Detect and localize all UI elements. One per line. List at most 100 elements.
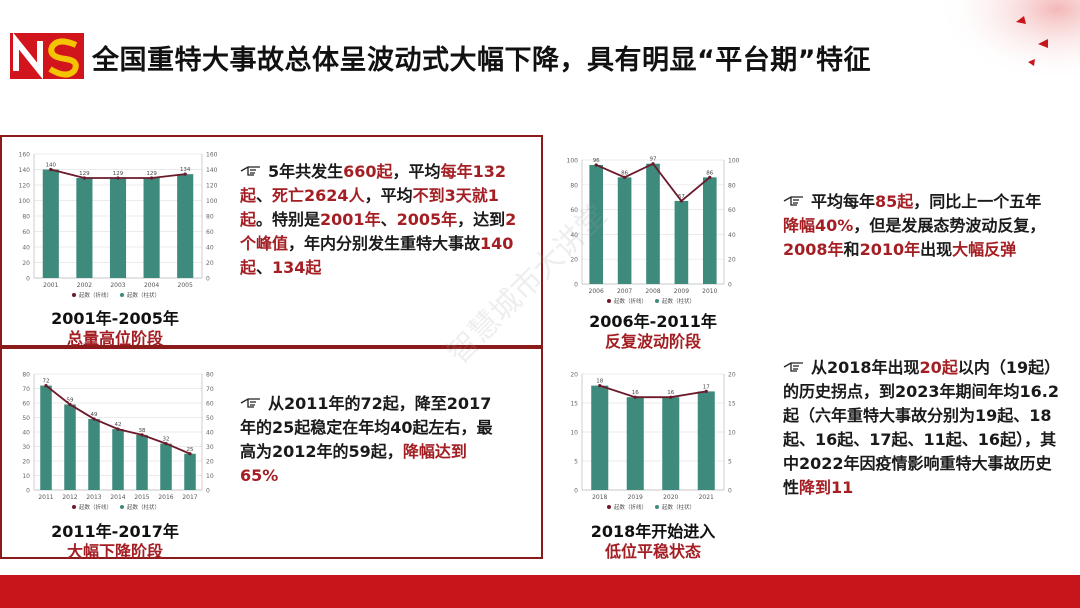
legend-marker-bar xyxy=(655,299,659,303)
bar xyxy=(697,391,715,490)
caption-period-1: 2001年-2005年 xyxy=(51,309,179,328)
x-tick-label: 2013 xyxy=(86,494,101,501)
y2-tick-label: 40 xyxy=(206,430,214,437)
data-label: 32 xyxy=(163,437,170,443)
body-text: 从2018年出现 xyxy=(811,358,920,377)
highlight-text: 降幅达到65% xyxy=(240,442,467,485)
bar xyxy=(626,397,644,490)
body-text: 、 xyxy=(256,186,273,205)
legend-marker-bar xyxy=(120,293,124,297)
legend-label: 起数（折线） xyxy=(614,503,647,511)
body-text: 以内（19起）的历史拐点，到2023年期间年均16.2起（六年重特大事故分别为1… xyxy=(783,358,1061,497)
line-point xyxy=(669,395,673,399)
decorative-corner xyxy=(930,0,1080,90)
data-label: 16 xyxy=(667,390,674,396)
bar xyxy=(662,397,680,490)
bar xyxy=(109,178,127,278)
highlight-text: 降到11 xyxy=(799,478,854,497)
bar xyxy=(589,164,604,284)
bar xyxy=(674,200,689,284)
body-text: ，年内分别发生重特大事故 xyxy=(288,234,481,253)
caption-period-3: 2011年-2017年 xyxy=(51,522,179,541)
caption-period-2: 2006年-2011年 xyxy=(589,312,717,331)
bar xyxy=(40,385,52,490)
y2-tick-label: 0 xyxy=(206,488,210,495)
bar xyxy=(143,178,160,278)
bar xyxy=(702,177,717,284)
y-tick-label: 160 xyxy=(19,152,31,159)
paragraph-2001-2005: 5年共发生660起，平均每年132起、死亡2624人，平均不到3天就1起。特别是… xyxy=(240,160,530,280)
caption-stage-4: 低位平稳状态 xyxy=(604,542,701,561)
data-label: 86 xyxy=(621,170,628,176)
line-point xyxy=(68,402,72,407)
chart-2011-2017: 0 10 20 30 40 50 60 70 80 0 10 20 30 40 50 60 70 80 2011 72… xyxy=(12,364,224,516)
line-point xyxy=(82,176,86,180)
line-point xyxy=(116,176,120,180)
data-label: 129 xyxy=(113,171,124,177)
bar xyxy=(177,174,194,278)
y-tick-label: 20 xyxy=(22,260,30,267)
y-tick-label: 0 xyxy=(26,488,30,495)
highlight-text: 降幅40% xyxy=(783,216,854,235)
x-tick-label: 2019 xyxy=(628,494,643,501)
x-tick-label: 2012 xyxy=(62,494,77,501)
body-text: ，同比上一个五年 xyxy=(913,192,1042,211)
body-text: ，达到 xyxy=(457,210,506,229)
y-tick-label: 120 xyxy=(19,183,31,190)
legend-label: 起数（折线） xyxy=(614,297,647,305)
data-label: 86 xyxy=(706,170,713,176)
y2-tick-label: 160 xyxy=(206,152,218,159)
legend-label: 起数（柱状） xyxy=(127,503,160,511)
y-tick-label: 20 xyxy=(570,372,578,379)
y-tick-label: 20 xyxy=(570,257,578,264)
caption-stage-2: 反复波动阶段 xyxy=(604,332,701,351)
caption-stage-3: 大幅下降阶段 xyxy=(66,542,163,561)
caption-period-4: 2018年开始进入 xyxy=(590,522,716,541)
pointing-hand-icon xyxy=(783,196,803,206)
line-point xyxy=(188,452,192,456)
legend-marker-line xyxy=(72,293,76,297)
x-tick-label: 2017 xyxy=(182,494,197,501)
line-point xyxy=(679,199,683,203)
highlight-text: 2010年 xyxy=(859,240,921,259)
bar xyxy=(617,177,632,284)
y-tick-label: 140 xyxy=(19,167,31,174)
bar xyxy=(646,163,660,284)
legend-label: 起数（柱状） xyxy=(662,297,695,305)
data-label: 16 xyxy=(632,390,639,396)
line-point xyxy=(704,389,708,393)
highlight-text: 死亡2624人 xyxy=(272,186,365,205)
legend-label: 起数（柱状） xyxy=(127,291,160,299)
y-tick-label: 40 xyxy=(22,430,30,437)
line-point xyxy=(116,427,120,431)
line-point xyxy=(708,175,712,179)
data-label: 72 xyxy=(43,379,50,385)
paragraph-2018-2023: 从2018年出现20起以内（19起）的历史拐点，到2023年期间年均16.2起（… xyxy=(783,356,1065,500)
highlight-text: 134起 xyxy=(272,258,322,277)
chart-2018-2021: 0 5 10 15 20 0 5 10 15 20 2018 18 2019 16 2020 16 2021 17… xyxy=(560,364,746,516)
data-label: 67 xyxy=(678,194,685,200)
y-tick-label: 30 xyxy=(22,444,30,451)
data-label: 38 xyxy=(139,428,146,434)
body-text: 、 xyxy=(380,210,397,229)
body-text: 5年共发生 xyxy=(268,162,344,181)
y2-tick-label: 20 xyxy=(206,459,214,466)
highlight-text: 大幅反弹 xyxy=(952,240,1017,259)
bar xyxy=(64,404,76,490)
panel-frame-2011-2017 xyxy=(0,347,543,559)
y-tick-label: 70 xyxy=(22,386,30,393)
y-tick-label: 80 xyxy=(570,182,578,189)
line-point xyxy=(150,176,154,180)
body-text: 出现 xyxy=(920,240,953,259)
y2-tick-label: 20 xyxy=(728,372,736,379)
y2-tick-label: 120 xyxy=(206,183,218,190)
x-tick-label: 2001 xyxy=(43,282,58,289)
y2-tick-label: 80 xyxy=(728,182,736,189)
y2-tick-label: 0 xyxy=(728,488,732,495)
highlight-text: 85起 xyxy=(875,192,914,211)
y2-tick-label: 100 xyxy=(206,198,218,205)
x-tick-label: 2016 xyxy=(158,494,173,501)
y-tick-label: 80 xyxy=(22,214,30,221)
chart-2006-2011: 0 20 40 60 80 100 0 20 40 60 80 100 2006 96 2007 86 2008… xyxy=(560,150,746,310)
body-text: 、 xyxy=(256,258,273,277)
